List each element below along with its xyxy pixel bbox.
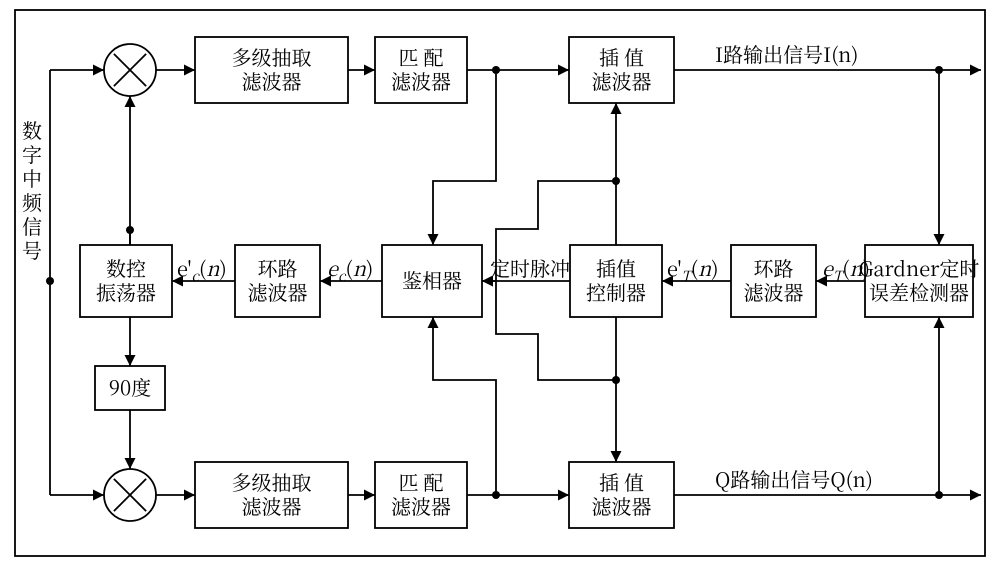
junction-dot — [492, 491, 500, 499]
block-label: 滤波器 — [744, 277, 804, 306]
block-label: 90度 — [109, 372, 151, 401]
block-label: 滤波器 — [391, 66, 451, 95]
edge-label: ec(n) — [327, 253, 373, 286]
junction-dot — [935, 66, 943, 74]
junction-dot — [612, 376, 620, 384]
block-label: 滤波器 — [248, 277, 308, 306]
edge-label: 定时脉冲 — [490, 253, 570, 282]
junction-dot — [46, 277, 54, 285]
block-label: 误差检测器 — [869, 277, 969, 306]
block-label: 鉴相器 — [402, 265, 462, 294]
edge-label: e'T(n) — [667, 253, 718, 286]
edge-label: e'c(n) — [177, 253, 227, 286]
block-label: 滤波器 — [242, 491, 302, 520]
junction-dot — [935, 491, 943, 499]
junction-dot — [126, 226, 134, 234]
block-label: 滤波器 — [242, 66, 302, 95]
input-label-char: 号 — [22, 235, 42, 264]
junction-dot — [612, 177, 620, 185]
block-label: 振荡器 — [96, 277, 156, 306]
block-label: 滤波器 — [592, 491, 652, 520]
edge-label: I路输出信号I(n) — [715, 39, 858, 68]
junction-dot — [492, 66, 500, 74]
block-label: 滤波器 — [592, 66, 652, 95]
edge-label: Q路输出信号Q(n) — [715, 464, 873, 493]
edge-label: eT(n) — [822, 253, 870, 286]
block-label: 滤波器 — [391, 491, 451, 520]
block-label: 控制器 — [586, 277, 646, 306]
